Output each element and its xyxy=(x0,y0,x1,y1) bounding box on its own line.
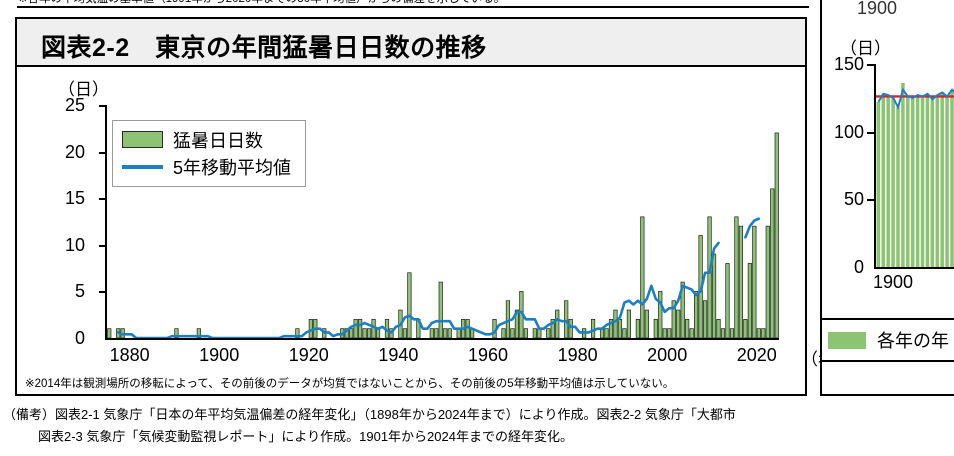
adjacent-bars-layer xyxy=(876,82,954,268)
y-tick-label: 15 xyxy=(64,188,85,209)
source-note-line-2: 図表2-3 気象庁「気候変動監視レポート」により作成。1901年から2024年ま… xyxy=(38,429,573,444)
source-note-line-1: （備考）図表2-1 気象庁「日本の年平均気温偏差の経年変化」（1898年から20… xyxy=(3,407,736,422)
adjacent-legend-swatch-icon xyxy=(828,331,866,349)
legend-item-moving-average: 5年移動平均値 xyxy=(122,153,291,180)
figure-header xyxy=(17,19,805,67)
adjacent-y-tick-label: 50 xyxy=(843,189,864,210)
chart-legend: 猛暑日日数 5年移動平均値 xyxy=(112,120,307,187)
y-axis-unit-label: （日） xyxy=(58,80,109,99)
adjacent-y-tick-label: 100 xyxy=(833,121,864,142)
previous-figure-bottom-border xyxy=(17,6,809,8)
y-tick-mark xyxy=(99,198,106,201)
legend-bar-label: 猛暑日日数 xyxy=(173,130,263,151)
adjacent-x-tick-label: 1900 xyxy=(873,272,914,292)
chart-area: （日） 0 5 10 15 20 25 1880 1900 1920 1940 1960 1980 2… xyxy=(17,67,852,396)
x-tick-label: 1900 xyxy=(199,345,240,365)
y-tick-label: 5 xyxy=(74,281,85,302)
previous-figure-note: ※各年の平均気温の基準値（1991年から2020年までの30年平均値）からの偏差… xyxy=(18,0,818,7)
previous-figure-note-text: ※各年の平均気温の基準値（1991年から2020年までの30年平均値）からの偏差… xyxy=(18,0,818,7)
adjacent-y-tick-mark xyxy=(867,199,874,202)
y-tick-mark xyxy=(99,151,106,154)
adjacent-y-tick-mark xyxy=(867,64,874,66)
x-tick-label: 1920 xyxy=(288,345,329,365)
x-tick-label: 1980 xyxy=(557,345,598,365)
legend-line-label: 5年移動平均値 xyxy=(173,157,292,178)
figure-footnote: ※2014年は観測場所の移転によって、その前後のデータが均質ではないことから、そ… xyxy=(25,378,675,390)
plot-wrapper: 0 5 10 15 20 25 1880 1900 1920 1940 1960 1980 2000 2… xyxy=(65,95,852,369)
y-tick-label: 20 xyxy=(64,141,85,162)
x-tick-label: 1940 xyxy=(378,345,419,365)
y-tick-mark xyxy=(99,291,106,294)
figure-panel: 図表2-2 東京の年間猛暑日日数の推移 （日） 0 5 10 15 20 25 1880 1… xyxy=(15,17,852,396)
adjacent-y-axis-unit-label: （日） xyxy=(840,39,891,58)
adjacent-top-tick-label: 1900 xyxy=(857,0,898,18)
adjacent-figure-legend: 各年の年 xyxy=(822,318,954,362)
source-notes: （備考）図表2-1 気象庁「日本の年平均気温偏差の経年変化」（1898年から20… xyxy=(0,404,954,456)
y-tick-label: 25 xyxy=(64,95,85,115)
moving-average-layer xyxy=(116,217,761,338)
adjacent-y-tick-label: 0 xyxy=(853,257,864,277)
adjacent-plot-box xyxy=(874,64,954,269)
y-tick-mark xyxy=(99,105,106,107)
adjacent-y-tick-label: 150 xyxy=(833,54,864,74)
plot-box xyxy=(105,105,779,340)
legend-line-swatch-icon xyxy=(122,164,163,169)
x-tick-label: 1960 xyxy=(467,345,509,365)
x-tick-label: 2000 xyxy=(647,345,688,365)
adjacent-figure-panel: 1900 （日） 150 100 50 0 1900 各年の年 xyxy=(820,0,954,396)
x-tick-label: 1880 xyxy=(109,345,150,365)
adjacent-legend-label: 各年の年 xyxy=(877,331,949,351)
x-tick-label: 2020 xyxy=(736,345,777,365)
legend-item-bars: 猛暑日日数 xyxy=(122,126,291,153)
y-tick-mark xyxy=(99,244,106,247)
legend-bar-swatch-icon xyxy=(122,131,163,148)
adjacent-y-tick-mark xyxy=(867,131,874,134)
y-tick-label: 10 xyxy=(64,234,85,255)
y-tick-label: 0 xyxy=(74,328,85,348)
figure-title: 図表2-2 東京の年間猛暑日日数の推移 xyxy=(41,34,487,62)
